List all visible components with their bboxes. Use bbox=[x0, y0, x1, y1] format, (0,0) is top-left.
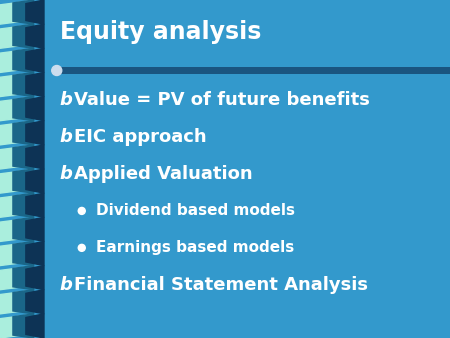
Polygon shape bbox=[13, 0, 34, 24]
Polygon shape bbox=[26, 145, 44, 169]
Polygon shape bbox=[13, 24, 34, 48]
Polygon shape bbox=[26, 0, 44, 24]
Circle shape bbox=[78, 244, 85, 251]
Text: b: b bbox=[60, 276, 72, 294]
Polygon shape bbox=[0, 25, 28, 48]
Text: Value = PV of future benefits: Value = PV of future benefits bbox=[74, 91, 369, 109]
Polygon shape bbox=[0, 315, 28, 338]
Bar bbox=[52, 0, 450, 338]
Polygon shape bbox=[13, 72, 34, 97]
Polygon shape bbox=[0, 98, 28, 121]
Polygon shape bbox=[26, 314, 44, 338]
Polygon shape bbox=[26, 72, 44, 97]
Polygon shape bbox=[0, 267, 28, 290]
Polygon shape bbox=[0, 194, 28, 217]
Text: b: b bbox=[60, 91, 72, 109]
Polygon shape bbox=[13, 121, 34, 145]
Polygon shape bbox=[26, 121, 44, 145]
Polygon shape bbox=[0, 170, 28, 193]
Polygon shape bbox=[13, 241, 34, 266]
Polygon shape bbox=[0, 49, 28, 72]
Polygon shape bbox=[13, 314, 34, 338]
Text: EIC approach: EIC approach bbox=[74, 128, 207, 146]
Polygon shape bbox=[13, 290, 34, 314]
Polygon shape bbox=[0, 74, 28, 97]
Polygon shape bbox=[0, 291, 28, 314]
Text: Applied Valuation: Applied Valuation bbox=[74, 165, 252, 183]
Polygon shape bbox=[26, 266, 44, 290]
Polygon shape bbox=[26, 24, 44, 48]
Text: b: b bbox=[60, 128, 72, 146]
Polygon shape bbox=[13, 217, 34, 241]
Polygon shape bbox=[26, 241, 44, 266]
Text: Dividend based models: Dividend based models bbox=[96, 203, 295, 218]
Polygon shape bbox=[13, 193, 34, 217]
Polygon shape bbox=[13, 266, 34, 290]
Polygon shape bbox=[26, 48, 44, 72]
Bar bbox=[52, 67, 450, 74]
Polygon shape bbox=[0, 243, 28, 266]
Polygon shape bbox=[26, 169, 44, 193]
Text: Financial Statement Analysis: Financial Statement Analysis bbox=[74, 276, 368, 294]
Polygon shape bbox=[0, 122, 28, 145]
Polygon shape bbox=[0, 218, 28, 241]
Polygon shape bbox=[26, 193, 44, 217]
Polygon shape bbox=[0, 1, 28, 24]
Polygon shape bbox=[13, 145, 34, 169]
Polygon shape bbox=[26, 217, 44, 241]
Text: b: b bbox=[60, 165, 72, 183]
Circle shape bbox=[52, 66, 62, 75]
Polygon shape bbox=[13, 97, 34, 121]
Polygon shape bbox=[0, 146, 28, 169]
Text: Equity analysis: Equity analysis bbox=[60, 20, 261, 44]
Text: Earnings based models: Earnings based models bbox=[96, 240, 294, 255]
Polygon shape bbox=[13, 48, 34, 72]
Polygon shape bbox=[26, 290, 44, 314]
Circle shape bbox=[78, 208, 85, 214]
Polygon shape bbox=[13, 169, 34, 193]
Polygon shape bbox=[26, 97, 44, 121]
